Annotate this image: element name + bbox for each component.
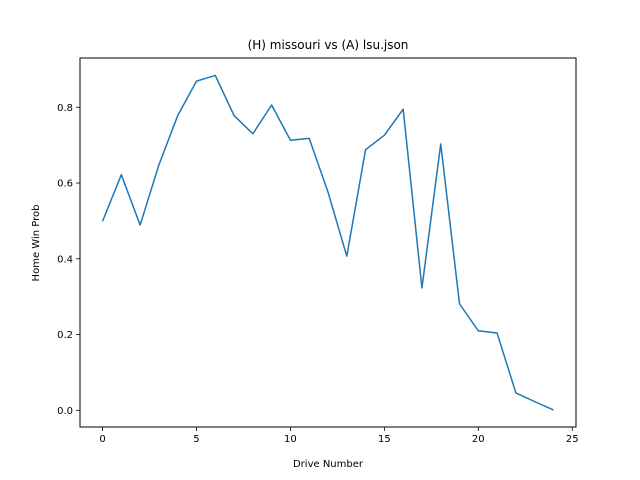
x-tick-label: 5	[193, 434, 199, 445]
y-tick-label: 0.4	[57, 254, 73, 265]
series-line	[101, 74, 554, 411]
plot-area: 0 5 10 15 20 25 0.0 0.2 0.4 0.6 0.8	[57, 74, 579, 445]
x-tick-label: 0	[99, 434, 105, 445]
axes-frame	[79, 57, 577, 428]
y-tick-label: 0.8	[57, 103, 73, 114]
y-tick-label: 0.2	[57, 330, 73, 341]
y-tick-label: 0.0	[57, 406, 73, 417]
x-axis-label: Drive Number	[293, 459, 364, 470]
x-tick-label: 15	[378, 434, 391, 445]
x-tick-label: 25	[566, 434, 579, 445]
y-tick-label: 0.6	[57, 179, 73, 190]
chart-title: (H) missouri vs (A) lsu.json	[248, 38, 409, 52]
x-tick-label: 10	[284, 434, 297, 445]
x-tick-label: 20	[472, 434, 485, 445]
y-axis-label: Home Win Prob	[31, 205, 42, 282]
